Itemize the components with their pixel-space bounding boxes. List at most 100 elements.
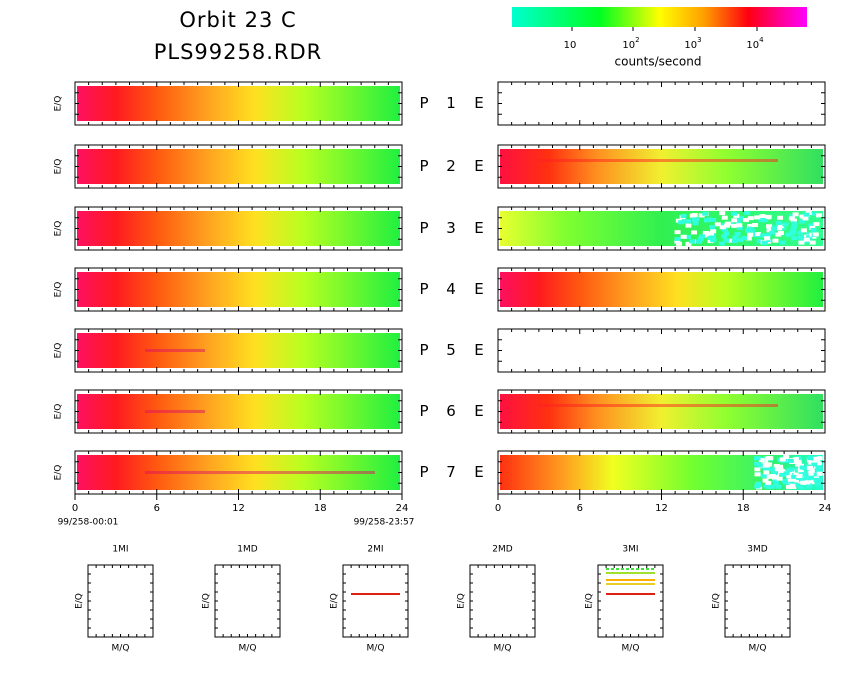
speckle	[782, 222, 789, 227]
panel-number: 7	[446, 463, 456, 481]
panel-label: E	[474, 94, 483, 112]
speckle	[815, 461, 822, 466]
speckle	[719, 225, 726, 230]
speckle	[806, 458, 813, 463]
speckle	[815, 464, 822, 469]
panel-number: 3	[446, 219, 456, 237]
speckle	[702, 231, 709, 236]
speckle	[799, 465, 806, 470]
panel-label: P	[419, 463, 428, 481]
speckle	[761, 217, 768, 222]
speckle	[768, 467, 775, 472]
speckle	[773, 463, 780, 468]
speckle	[698, 213, 705, 218]
speckle	[691, 230, 698, 235]
speckle	[791, 474, 798, 479]
speckle	[736, 223, 743, 228]
mass-y-label: E/Q	[585, 593, 595, 609]
speckle	[807, 471, 814, 476]
x-tick-label: 24	[396, 503, 409, 514]
speckle	[809, 240, 816, 245]
mass-title: 2MI	[367, 545, 383, 555]
speckle	[802, 475, 809, 480]
panel-number: 2	[446, 157, 456, 175]
speckle	[765, 480, 772, 485]
speckle	[813, 456, 820, 461]
band	[538, 404, 778, 407]
speckle	[754, 472, 761, 477]
speckle	[744, 211, 751, 216]
speckle	[767, 456, 774, 461]
speckle	[742, 218, 749, 223]
mass-frame	[469, 564, 536, 638]
speckle	[762, 478, 769, 483]
speckle	[808, 223, 815, 228]
panel-label: P	[419, 157, 428, 175]
speckle	[761, 461, 768, 466]
axis-label: E/Q	[54, 404, 64, 420]
speckle	[703, 233, 710, 238]
speckle	[744, 228, 751, 233]
panel-label: E	[474, 157, 483, 175]
speckle	[680, 234, 687, 239]
speckle	[766, 224, 773, 229]
spectrogram	[77, 86, 400, 121]
speckle	[746, 224, 753, 229]
x-tick-label: 6	[154, 503, 160, 514]
speckle	[777, 215, 784, 220]
speckle	[766, 228, 773, 233]
speckle	[764, 236, 771, 241]
panel-number: 4	[446, 280, 456, 298]
speckle	[769, 474, 776, 479]
speckle	[724, 221, 731, 226]
speckle	[785, 485, 792, 490]
x-tick-label: 12	[232, 503, 245, 514]
speckle	[776, 476, 783, 481]
speckle	[772, 478, 779, 483]
title: Orbit 23 C	[179, 8, 296, 32]
speckle	[811, 462, 818, 467]
colorbar	[512, 7, 807, 27]
speckle	[727, 238, 734, 243]
speckle	[797, 468, 804, 473]
colorbar-tick-label: 102	[622, 36, 639, 51]
speckle	[731, 211, 738, 216]
colorbar-tick-label: 104	[746, 36, 764, 51]
speckle	[806, 463, 813, 468]
mass-title: 3MD	[747, 545, 767, 555]
speckle	[798, 485, 805, 490]
speckle	[776, 226, 783, 231]
panel-number: 5	[446, 341, 456, 359]
speckle	[803, 237, 810, 242]
spectrogram	[77, 333, 400, 368]
speckle	[737, 238, 744, 243]
speckle	[790, 218, 797, 223]
speckle	[723, 231, 730, 236]
speckle	[754, 467, 761, 472]
speckle	[771, 471, 778, 476]
speckle	[789, 483, 796, 488]
speckle	[777, 466, 784, 471]
mass-x-label: M/Q	[749, 644, 767, 654]
speckle	[761, 240, 768, 245]
speckle	[773, 481, 780, 486]
speckle	[794, 467, 801, 472]
speckle	[771, 226, 778, 231]
speckle	[752, 222, 759, 227]
speckle	[775, 484, 782, 489]
speckle	[756, 463, 763, 468]
band	[145, 349, 205, 352]
speckle	[734, 231, 741, 236]
speckle	[807, 475, 814, 480]
speckle	[808, 480, 815, 485]
panel-label: E	[474, 280, 483, 298]
speckle	[736, 226, 743, 231]
speckle	[777, 231, 784, 236]
speckle	[692, 221, 699, 226]
speckle	[803, 212, 810, 217]
spectrogram	[77, 211, 400, 246]
speckle	[814, 482, 821, 487]
axis-label: E/Q	[54, 282, 64, 298]
mass-frame	[87, 564, 154, 638]
